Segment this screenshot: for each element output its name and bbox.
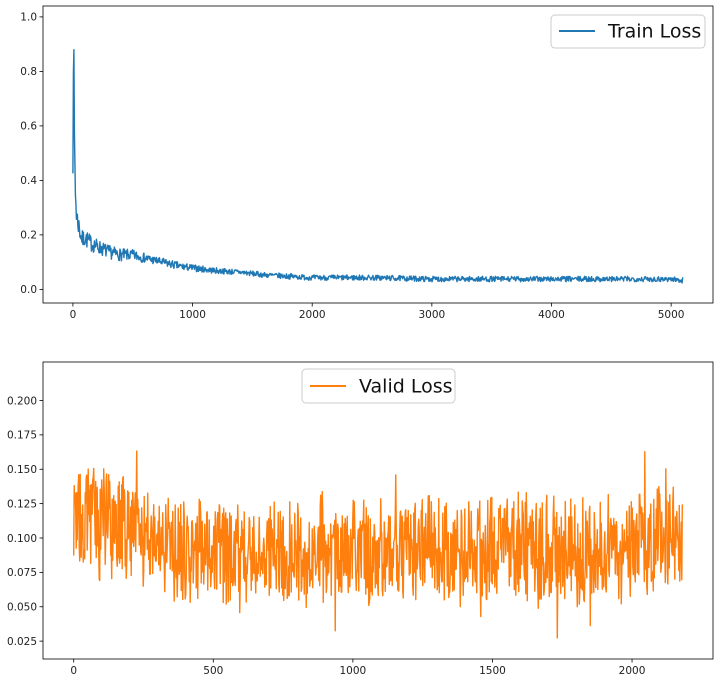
train-plot-area xyxy=(43,6,713,303)
train-y-tick-label: 0.0 xyxy=(20,284,37,296)
train-y-tick-label: 0.6 xyxy=(20,121,37,133)
train-legend: Train Loss xyxy=(550,14,706,49)
valid-y-tick-label: 0.175 xyxy=(7,430,37,442)
valid-x-tick-label: 500 xyxy=(203,665,223,677)
valid-y-tick-label: 0.050 xyxy=(7,602,37,614)
train-legend-label: Train Loss xyxy=(607,21,701,43)
train-x-tick-label: 2000 xyxy=(299,309,326,321)
train-x-tick-label: 3000 xyxy=(418,309,445,321)
valid-loss-line xyxy=(73,450,683,639)
valid-y-tick-label: 0.200 xyxy=(7,395,37,407)
train-y-tick-label: 0.4 xyxy=(20,175,37,187)
valid-legend-box xyxy=(301,368,456,404)
valid-x-tick-label: 1000 xyxy=(340,665,367,677)
train-y-tick-label: 0.8 xyxy=(20,66,37,78)
valid-y-tick-label: 0.150 xyxy=(7,464,37,476)
train-ticks-group: 0 1000 2000 3000 4000 5000 0.0 0.2 0.4 0.6 0.8 1.0 xyxy=(20,12,684,321)
valid-legend: Valid Loss xyxy=(301,368,456,404)
train-x-tick-label: 1000 xyxy=(179,309,206,321)
valid-plot-area xyxy=(43,362,713,659)
valid-y-tick-label: 0.125 xyxy=(7,498,37,510)
valid-x-tick-label: 0 xyxy=(70,665,77,677)
valid-y-tick-label: 0.075 xyxy=(7,567,37,579)
valid-ticks-group: 0 500 1000 1500 2000 0.025 0.050 0.075 0.100 0.12… xyxy=(7,395,645,677)
train-x-tick-label: 5000 xyxy=(658,309,685,321)
train-x-tick-label: 4000 xyxy=(538,309,565,321)
train-loss-line xyxy=(72,49,684,284)
valid-x-tick-label: 1500 xyxy=(479,665,506,677)
train-legend-box xyxy=(550,14,706,49)
valid-x-tick-label: 2000 xyxy=(619,665,646,677)
train-loss-axes: 0 1000 2000 3000 4000 50000.00.20.40.60.81.0 … xyxy=(20,5,714,321)
train-loss-series-group xyxy=(72,49,684,284)
valid-y-tick-label: 0.025 xyxy=(7,636,37,648)
train-y-tick-label: 1.0 xyxy=(20,12,37,24)
valid-loss-series-group xyxy=(73,450,683,639)
train-x-tick-label: 0 xyxy=(70,309,77,321)
train-axes-frame xyxy=(42,5,714,304)
train-y-tick-label: 0.2 xyxy=(20,230,37,242)
valid-legend-label: Valid Loss xyxy=(359,376,453,398)
valid-axes-frame xyxy=(42,361,714,660)
valid-y-tick-label: 0.100 xyxy=(7,533,37,545)
valid-loss-axes: 0 500 1000 1500 2000 0.025 0.050 0.075 0.100 0.12… xyxy=(7,361,714,677)
